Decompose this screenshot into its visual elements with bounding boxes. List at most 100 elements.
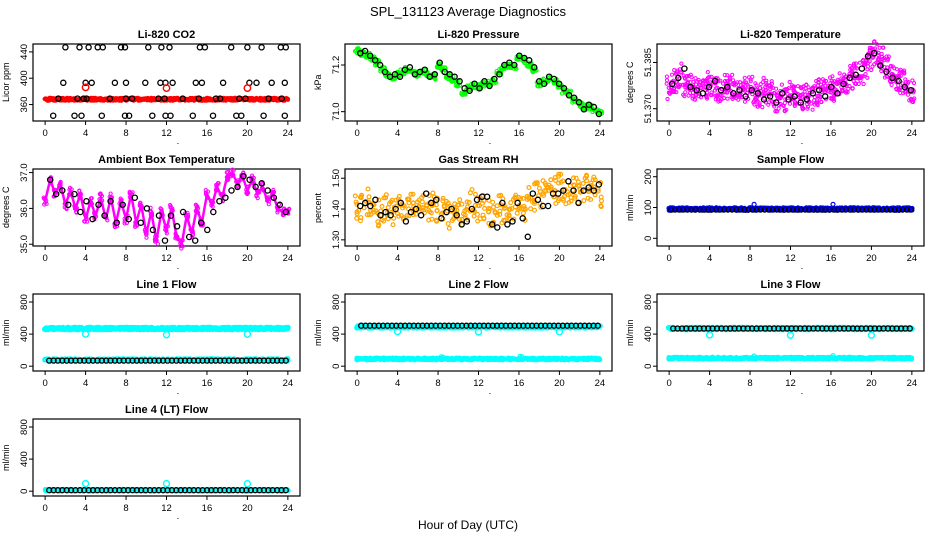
svg-text:8: 8 <box>435 128 440 139</box>
plot-canvas-line2-flow: 0 4 8 12 16 20 24. 0 400 800 <box>331 293 613 397</box>
svg-text:12: 12 <box>473 378 484 389</box>
panel-title-gas-stream-rh: Gas Stream RH <box>438 154 519 166</box>
svg-text:16: 16 <box>202 128 213 139</box>
svg-text:16: 16 <box>514 128 525 139</box>
svg-text:8: 8 <box>123 378 128 389</box>
svg-text:4: 4 <box>707 253 712 264</box>
svg-text:51.370: 51.370 <box>643 94 654 123</box>
svg-text:71.2: 71.2 <box>331 56 342 75</box>
svg-text:8: 8 <box>123 253 128 264</box>
svg-text:24: 24 <box>595 128 606 139</box>
svg-text:16: 16 <box>202 253 213 264</box>
svg-text:16: 16 <box>826 253 837 264</box>
panel-title-line1-flow: Line 1 Flow <box>136 279 197 291</box>
svg-text:440: 440 <box>19 44 30 60</box>
svg-text:35.0: 35.0 <box>19 235 30 254</box>
svg-text:24: 24 <box>283 253 294 264</box>
svg-text:400: 400 <box>19 70 30 86</box>
svg-text:24: 24 <box>907 128 918 139</box>
svg-text:800: 800 <box>19 294 30 310</box>
svg-text:.: . <box>489 261 492 272</box>
svg-text:400: 400 <box>331 326 342 342</box>
svg-text:.: . <box>801 261 804 272</box>
svg-text:.: . <box>177 386 180 397</box>
svg-text:24: 24 <box>907 253 918 264</box>
svg-text:20: 20 <box>554 378 565 389</box>
svg-text:16: 16 <box>202 378 213 389</box>
panel-line1-flow: Line 1 Flow ml/min 0 4 8 12 16 20 24. 0 400 800 <box>0 275 312 400</box>
x-axis-label: Hour of Day (UTC) <box>417 518 518 532</box>
svg-text:200: 200 <box>643 169 654 185</box>
svg-text:20: 20 <box>242 128 253 139</box>
svg-text:.: . <box>801 136 804 147</box>
svg-text:0: 0 <box>354 253 359 264</box>
svg-text:0: 0 <box>331 364 342 369</box>
plot-canvas-gas-stream-rh: 0 4 8 12 16 20 24. 1.30 1.40 1.50 <box>331 168 613 272</box>
svg-text:.: . <box>177 136 180 147</box>
svg-text:.: . <box>489 136 492 147</box>
svg-text:0: 0 <box>19 364 30 369</box>
panel-sample-flow: Sample Flow ml/min 0 4 8 12 16 20 24. 0 100 200 <box>624 150 936 275</box>
svg-text:0: 0 <box>643 236 654 241</box>
svg-text:400: 400 <box>19 326 30 342</box>
plot-canvas-ambient-box-temperature: 0 4 8 12 16 20 24. 35.0 36.0 37.0 <box>19 163 301 272</box>
panel-li820-pressure: Li-820 Pressure kPa 0 4 8 12 16 20 24. 71.0 71.2 <box>312 25 624 150</box>
svg-text:4: 4 <box>395 378 400 389</box>
plot-canvas-line1-flow: 0 4 8 12 16 20 24. 0 400 800 <box>19 293 301 397</box>
svg-text:12: 12 <box>785 128 796 139</box>
panel-title-line4-lt-flow: Line 4 (LT) Flow <box>125 404 208 416</box>
panel-li820-co2: Li-820 CO2 Licor ppm 0 4 8 12 16 20 24. 360 400 4… <box>0 25 312 150</box>
svg-text:360: 360 <box>19 97 30 113</box>
svg-text:24: 24 <box>595 378 606 389</box>
svg-text:16: 16 <box>514 378 525 389</box>
svg-text:0: 0 <box>42 128 47 139</box>
panel-title-line2-flow: Line 2 Flow <box>448 279 509 291</box>
panel-li820-temperature: Li-820 Temperature degrees C 0 4 8 12 16 20 24… <box>624 25 936 150</box>
svg-text:.: . <box>177 261 180 272</box>
svg-text:20: 20 <box>866 128 877 139</box>
svg-text:.: . <box>489 386 492 397</box>
svg-text:20: 20 <box>242 378 253 389</box>
svg-text:0: 0 <box>666 253 671 264</box>
panel-title-ambient-box-temperature: Ambient Box Temperature <box>98 154 235 166</box>
plot-canvas-li820-co2: 0 4 8 12 16 20 24. 360 400 440 <box>19 43 301 147</box>
svg-text:20: 20 <box>554 128 565 139</box>
svg-text:12: 12 <box>161 128 172 139</box>
svg-text:37.0: 37.0 <box>19 163 30 182</box>
svg-text:8: 8 <box>435 378 440 389</box>
svg-text:8: 8 <box>435 253 440 264</box>
svg-text:8: 8 <box>123 128 128 139</box>
svg-text:4: 4 <box>395 128 400 139</box>
svg-text:4: 4 <box>83 128 88 139</box>
svg-text:16: 16 <box>826 128 837 139</box>
svg-text:800: 800 <box>331 294 342 310</box>
svg-text:12: 12 <box>473 253 484 264</box>
svg-text:51.385: 51.385 <box>643 48 654 77</box>
svg-text:100: 100 <box>643 200 654 216</box>
svg-text:36.0: 36.0 <box>19 199 30 218</box>
svg-text:4: 4 <box>83 378 88 389</box>
svg-text:4: 4 <box>395 253 400 264</box>
svg-text:8: 8 <box>747 253 752 264</box>
svg-text:0: 0 <box>354 378 359 389</box>
svg-text:24: 24 <box>283 378 294 389</box>
panel-title-sample-flow: Sample Flow <box>756 154 825 166</box>
svg-text:0: 0 <box>42 378 47 389</box>
svg-text:4: 4 <box>707 128 712 139</box>
panel-title-li820-pressure: Li-820 Pressure <box>437 29 520 41</box>
svg-text:20: 20 <box>866 253 877 264</box>
panel-ambient-box-temperature: Ambient Box Temperature degrees C 0 4 8 12 1… <box>0 150 312 275</box>
plot-canvas-li820-temperature: 0 4 8 12 16 20 24. 51.370 51.385 <box>643 39 925 147</box>
panel-title-li820-temperature: Li-820 Temperature <box>740 29 841 41</box>
svg-text:12: 12 <box>473 128 484 139</box>
svg-text:24: 24 <box>595 253 606 264</box>
svg-text:12: 12 <box>161 378 172 389</box>
svg-text:8: 8 <box>747 128 752 139</box>
svg-text:12: 12 <box>785 253 796 264</box>
svg-text:4: 4 <box>83 253 88 264</box>
svg-text:24: 24 <box>283 128 294 139</box>
plot-canvas-sample-flow: 0 4 8 12 16 20 24. 0 100 200 <box>643 168 925 272</box>
